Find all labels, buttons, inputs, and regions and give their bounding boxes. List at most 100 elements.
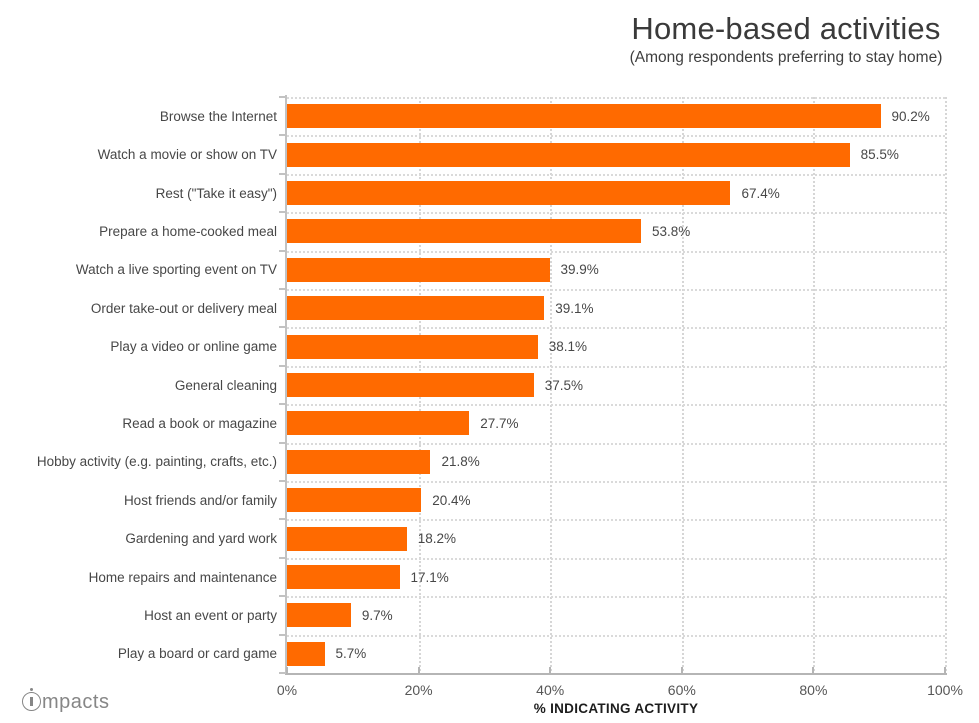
x-axis-tick — [549, 667, 552, 675]
y-axis-tick — [279, 249, 287, 252]
bar — [287, 411, 470, 436]
chart-subtitle: (Among respondents preferring to stay ho… — [629, 49, 943, 67]
y-axis-tick — [279, 134, 287, 137]
y-axis-tick — [279, 172, 287, 175]
horizontal-gridline — [287, 97, 945, 99]
x-axis-tick — [286, 667, 288, 675]
x-tick-label: 100% — [927, 682, 963, 698]
bar — [287, 488, 422, 513]
x-axis-title: % INDICATING ACTIVITY — [533, 701, 699, 716]
horizontal-gridline — [287, 135, 945, 138]
x-axis-tick — [944, 667, 946, 675]
value-label: 37.5% — [544, 377, 584, 393]
x-axis-tick — [680, 667, 683, 675]
category-label: Play a video or online game — [110, 339, 277, 355]
y-axis-tick — [279, 288, 287, 290]
y-axis-tick — [279, 633, 287, 636]
bar — [287, 296, 545, 321]
impacts-logo: mpacts — [22, 688, 110, 713]
vertical-gridline — [813, 97, 816, 675]
category-label: Read a book or magazine — [122, 415, 277, 431]
value-label: 27.7% — [480, 415, 519, 431]
value-label: 39.1% — [555, 300, 594, 316]
category-label: Host friends and/or family — [123, 492, 277, 508]
y-axis-tick — [279, 518, 287, 521]
category-label: Host an event or party — [144, 607, 277, 623]
horizontal-gridline — [287, 634, 945, 637]
chart-title: Home-based activities — [631, 11, 941, 46]
category-label: Order take-out or delivery meal — [90, 300, 277, 316]
impacts-logo-circled-i-icon — [22, 688, 41, 711]
x-axis-tick — [417, 667, 420, 675]
value-label: 17.1% — [410, 569, 449, 585]
vertical-gridline — [681, 97, 684, 675]
category-label: Gardening and yard work — [125, 531, 277, 547]
horizontal-gridline — [287, 404, 945, 407]
value-label: 21.8% — [441, 454, 480, 470]
horizontal-gridline — [287, 557, 945, 560]
value-label: 53.8% — [652, 223, 691, 239]
bar — [287, 334, 538, 359]
x-axis-tick — [812, 667, 815, 675]
horizontal-gridline — [287, 519, 945, 522]
horizontal-gridline — [287, 173, 945, 176]
value-label: 5.7% — [335, 646, 367, 662]
category-label: Rest ("Take it easy") — [155, 185, 277, 201]
y-axis-tick — [279, 403, 287, 406]
value-label: 38.1% — [548, 339, 587, 355]
x-tick-label: 0% — [276, 682, 298, 698]
bar — [287, 603, 351, 628]
bar — [287, 526, 407, 551]
value-label: 18.2% — [417, 531, 457, 547]
category-label: Watch a live sporting event on TV — [75, 262, 277, 278]
horizontal-gridline — [287, 212, 945, 215]
horizontal-gridline — [287, 596, 945, 599]
value-label: 90.2% — [891, 108, 930, 124]
category-label: Play a board or card game — [117, 646, 277, 662]
x-tick-label: 80% — [799, 682, 828, 698]
horizontal-gridline — [287, 289, 945, 291]
y-axis-tick — [279, 211, 287, 214]
bar — [287, 565, 400, 589]
horizontal-gridline — [287, 481, 945, 483]
title-block: Home-based activities (Among respondents… — [600, 11, 972, 67]
bar — [287, 104, 881, 129]
category-label: Watch a movie or show on TV — [97, 147, 277, 163]
bar — [287, 449, 431, 474]
bar — [287, 219, 641, 244]
x-tick-label: 60% — [667, 682, 696, 698]
vertical-gridline — [945, 97, 947, 675]
horizontal-gridline — [287, 327, 945, 330]
vertical-gridline — [550, 97, 553, 675]
value-label: 67.4% — [741, 185, 780, 201]
category-label: Browse the Internet — [159, 108, 277, 124]
category-label: General cleaning — [174, 377, 277, 393]
x-tick-label: 40% — [536, 682, 565, 698]
value-label: 85.5% — [860, 147, 899, 163]
value-label: 39.9% — [560, 262, 599, 278]
horizontal-gridline — [287, 250, 945, 253]
y-axis-tick — [279, 326, 287, 329]
y-axis-tick — [279, 441, 287, 444]
bar — [287, 257, 550, 282]
horizontal-gridline — [287, 442, 945, 445]
y-axis-tick — [279, 480, 287, 482]
bar — [287, 373, 534, 397]
y-axis-tick — [279, 556, 287, 559]
y-axis-tick — [279, 364, 287, 367]
category-label: Prepare a home-cooked meal — [99, 223, 277, 239]
y-axis-tick — [279, 672, 287, 674]
x-axis-line — [285, 673, 947, 675]
x-tick-label: 20% — [404, 682, 433, 698]
bar — [287, 181, 731, 205]
horizontal-gridline — [287, 365, 945, 368]
y-axis-tick — [279, 96, 287, 98]
impacts-logo-text: mpacts — [42, 691, 110, 713]
category-label: Hobby activity (e.g. painting, crafts, e… — [36, 454, 277, 470]
value-label: 9.7% — [361, 607, 393, 623]
value-label: 20.4% — [432, 492, 471, 508]
bar — [287, 641, 325, 666]
y-axis-line — [285, 95, 287, 675]
y-axis-tick — [279, 595, 287, 598]
